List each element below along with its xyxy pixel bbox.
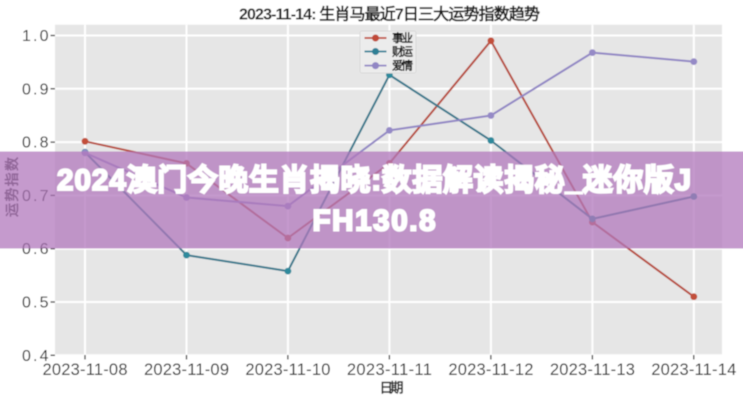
svg-text:爱情: 爱情 (392, 59, 414, 73)
svg-text:0.4: 0.4 (22, 348, 49, 365)
svg-text:0.9: 0.9 (22, 81, 49, 98)
svg-text:2023-11-11: 2023-11-11 (347, 361, 432, 379)
svg-text:2023-11-08: 2023-11-08 (43, 361, 128, 379)
svg-text:2023-11-14: 2023-11-14 (651, 361, 736, 379)
svg-text:2024澳门今晚生肖揭晓:数据解读揭秘_迷你版J: 2024澳门今晚生肖揭晓:数据解读揭秘_迷你版J (57, 163, 691, 197)
svg-text:2023-11-14: 生肖马最近7日三大运势指数趋势: 2023-11-14: 生肖马最近7日三大运势指数趋势 (239, 5, 540, 24)
svg-text:2023-11-12: 2023-11-12 (448, 361, 533, 379)
svg-text:财运: 财运 (391, 45, 414, 59)
svg-text:事业: 事业 (392, 31, 414, 45)
svg-text:FH130.8: FH130.8 (313, 205, 436, 238)
svg-text:2023-11-09: 2023-11-09 (144, 361, 229, 379)
svg-text:2023-11-10: 2023-11-10 (245, 361, 330, 379)
svg-text:1.0: 1.0 (22, 28, 49, 45)
svg-text:日期: 日期 (380, 381, 404, 396)
svg-text:0.8: 0.8 (22, 135, 49, 152)
svg-text:2023-11-13: 2023-11-13 (550, 361, 635, 379)
svg-text:0.5: 0.5 (22, 295, 49, 312)
